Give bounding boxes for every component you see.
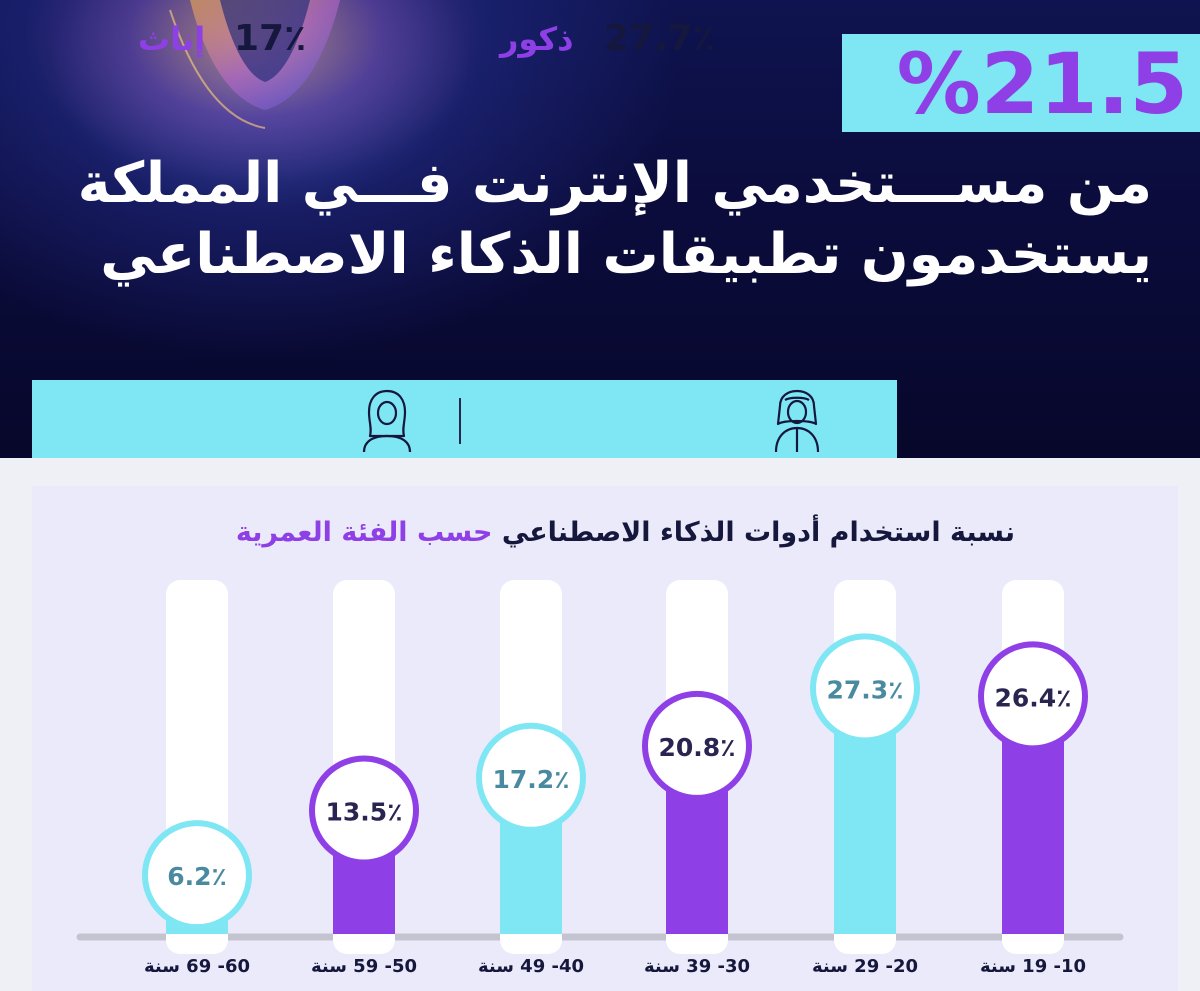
decorative-glow-art [169, 0, 340, 129]
bar-group: 27.3٪ 20- 29 سنة [810, 580, 920, 977]
category-label: 50- 59 سنة [311, 956, 417, 977]
bar-group: 26.4٪ 10- 19 سنة [978, 580, 1088, 977]
category-label: 40- 49 سنة [478, 956, 584, 977]
chart-title-accent: حسب الفئة العمرية [235, 517, 493, 548]
bar-value-label: 17.2٪ [493, 765, 570, 794]
bar-group: 17.2٪ 40- 49 سنة [476, 580, 586, 977]
bar-group: 6.2٪ 60- 69 سنة [142, 580, 252, 977]
category-label: 30- 39 سنة [644, 956, 750, 977]
females-label: إناث [138, 20, 206, 58]
bar-value-label: 26.4٪ [995, 683, 1072, 712]
bar-value-label: 6.2٪ [167, 862, 227, 891]
bar-value-badge [642, 690, 752, 801]
big-stat-box: %21.5 [842, 34, 1200, 133]
bar-value-label: 20.8٪ [659, 733, 736, 762]
bar-value-badge [309, 755, 419, 866]
males-value: 27.7٪ [604, 18, 715, 59]
headline: من مســـتخدمي الإنترنت فـــي المملكة يست… [52, 148, 1152, 290]
headline-line-1: من مســـتخدمي الإنترنت فـــي المملكة [77, 151, 1152, 216]
chart-title-main: نسبة استخدام أدوات الذكاء الاصطناعي [501, 517, 1015, 548]
category-label: 10- 19 سنة [980, 956, 1086, 977]
chart-title: نسبة استخدام أدوات الذكاء الاصطناعي حسب … [115, 517, 1015, 548]
bar-value-badge [142, 820, 252, 931]
category-label: 20- 29 سنة [812, 956, 918, 977]
category-label: 60- 69 سنة [144, 956, 250, 977]
bar-value-label: 27.3٪ [827, 675, 904, 704]
bar-value-label: 13.5٪ [326, 798, 403, 827]
bar-value-badge [978, 641, 1088, 752]
gender-stats-box [32, 380, 897, 458]
bar-group: 13.5٪ 50- 59 سنة [309, 580, 419, 977]
females-value: 17٪ [234, 18, 307, 59]
woman-hijab-icon [362, 389, 412, 453]
bar-value-badge [810, 633, 920, 744]
gender-divider [459, 398, 461, 444]
bar-value-badge [476, 722, 586, 833]
bar-group: 20.8٪ 30- 39 سنة [642, 580, 752, 977]
headline-line-2: يستخدمون تطبيقات الذكاء الاصطناعي [100, 222, 1152, 287]
man-shemagh-icon [774, 389, 820, 453]
big-stat-value: %21.5 [896, 35, 1188, 133]
males-label: ذكور [500, 20, 574, 58]
